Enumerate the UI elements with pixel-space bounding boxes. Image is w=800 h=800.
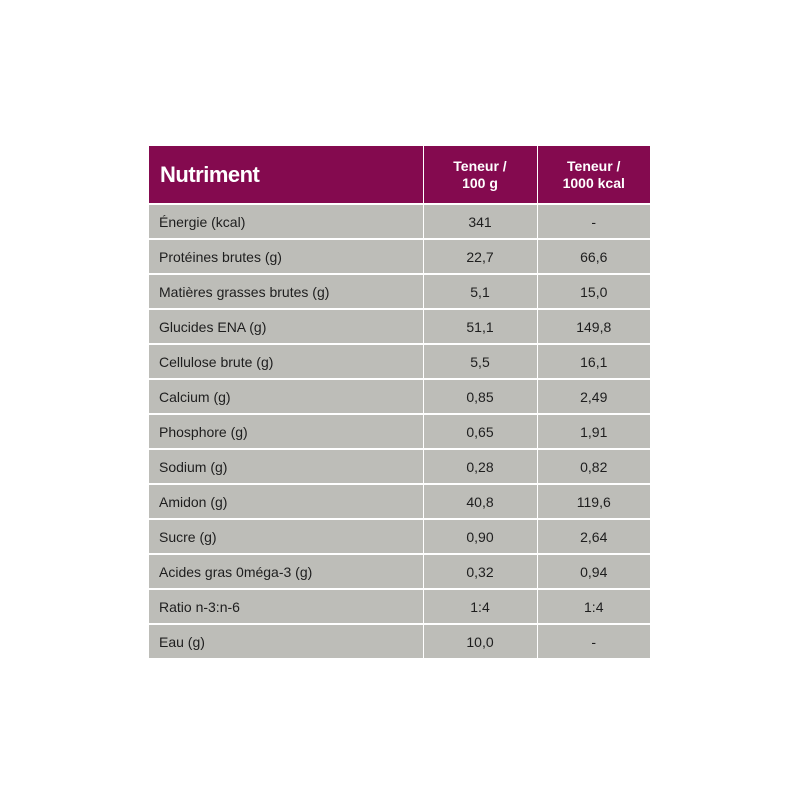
table-row: Ratio n-3:n-6 1:4 1:4 <box>149 588 650 624</box>
table-row: Matières grasses brutes (g) 5,1 15,0 <box>149 273 650 309</box>
value-per-100g: 341 <box>422 203 537 239</box>
value-per-1000kcal: 1,91 <box>536 413 650 449</box>
table-body: Énergie (kcal) 341 - Protéines brutes (g… <box>149 203 650 658</box>
value-per-1000kcal: 119,6 <box>536 483 650 519</box>
table-row: Sucre (g) 0,90 2,64 <box>149 518 650 554</box>
value-per-100g: 0,90 <box>422 518 537 554</box>
table-row: Protéines brutes (g) 22,7 66,6 <box>149 238 650 274</box>
header-per-100g: Teneur / 100 g <box>422 146 537 204</box>
header-row: Nutriment Teneur / 100 g Teneur / 1000 k… <box>149 146 650 204</box>
value-per-1000kcal: 0,82 <box>536 448 650 484</box>
table-row: Phosphore (g) 0,65 1,91 <box>149 413 650 449</box>
header-per-100g-line1: Teneur / <box>453 157 507 174</box>
table-header: Nutriment Teneur / 100 g Teneur / 1000 k… <box>149 146 650 204</box>
value-per-100g: 0,85 <box>422 378 537 414</box>
nutrient-name: Calcium (g) <box>149 378 423 414</box>
value-per-100g: 5,5 <box>422 343 537 379</box>
value-per-100g: 0,65 <box>422 413 537 449</box>
value-per-100g: 1:4 <box>422 588 537 624</box>
table-row: Eau (g) 10,0 - <box>149 623 650 658</box>
nutrient-name: Matières grasses brutes (g) <box>149 273 423 309</box>
value-per-100g: 51,1 <box>422 308 537 344</box>
header-per-1000kcal: Teneur / 1000 kcal <box>536 146 650 204</box>
nutrient-name: Protéines brutes (g) <box>149 238 423 274</box>
value-per-1000kcal: 0,94 <box>536 553 650 589</box>
nutrient-name: Sucre (g) <box>149 518 423 554</box>
value-per-1000kcal: 2,49 <box>536 378 650 414</box>
value-per-1000kcal: - <box>536 623 650 658</box>
value-per-1000kcal: 1:4 <box>536 588 650 624</box>
nutrient-name: Sodium (g) <box>149 448 423 484</box>
value-per-1000kcal: 2,64 <box>536 518 650 554</box>
nutrient-name: Amidon (g) <box>149 483 423 519</box>
value-per-1000kcal: 66,6 <box>536 238 650 274</box>
value-per-100g: 22,7 <box>422 238 537 274</box>
nutrient-name: Cellulose brute (g) <box>149 343 423 379</box>
nutrient-name: Énergie (kcal) <box>149 203 423 239</box>
table-row: Sodium (g) 0,28 0,82 <box>149 448 650 484</box>
table-row: Calcium (g) 0,85 2,49 <box>149 378 650 414</box>
table-row: Cellulose brute (g) 5,5 16,1 <box>149 343 650 379</box>
value-per-100g: 0,28 <box>422 448 537 484</box>
header-per-1000kcal-line1: Teneur / <box>567 157 621 174</box>
header-per-100g-line2: 100 g <box>462 174 498 191</box>
nutrient-name: Ratio n-3:n-6 <box>149 588 423 624</box>
value-per-1000kcal: 16,1 <box>536 343 650 379</box>
nutrition-table: Nutriment Teneur / 100 g Teneur / 1000 k… <box>149 146 650 658</box>
table-row: Acides gras 0méga-3 (g) 0,32 0,94 <box>149 553 650 589</box>
value-per-1000kcal: 149,8 <box>536 308 650 344</box>
value-per-1000kcal: - <box>536 203 650 239</box>
nutrient-name: Glucides ENA (g) <box>149 308 423 344</box>
header-nutrient: Nutriment <box>149 146 423 204</box>
nutrient-name: Acides gras 0méga-3 (g) <box>149 553 423 589</box>
nutrient-name: Eau (g) <box>149 623 423 658</box>
value-per-100g: 0,32 <box>422 553 537 589</box>
value-per-1000kcal: 15,0 <box>536 273 650 309</box>
nutrient-name: Phosphore (g) <box>149 413 423 449</box>
table-row: Amidon (g) 40,8 119,6 <box>149 483 650 519</box>
table-row: Glucides ENA (g) 51,1 149,8 <box>149 308 650 344</box>
value-per-100g: 10,0 <box>422 623 537 658</box>
table-row: Énergie (kcal) 341 - <box>149 203 650 239</box>
value-per-100g: 40,8 <box>422 483 537 519</box>
header-per-1000kcal-line2: 1000 kcal <box>562 174 625 191</box>
value-per-100g: 5,1 <box>422 273 537 309</box>
